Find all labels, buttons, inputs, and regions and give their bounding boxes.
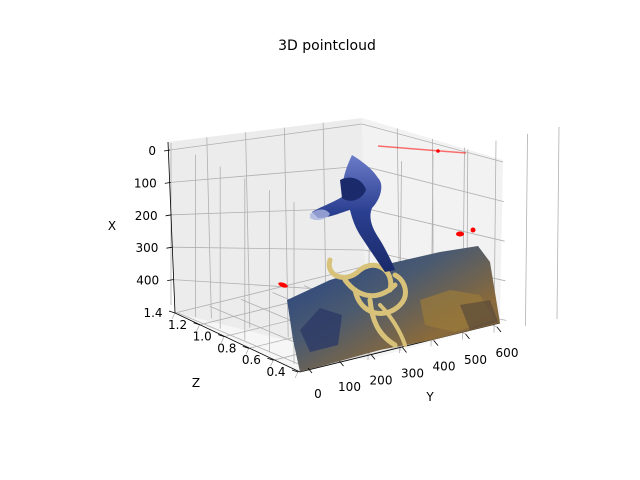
tick-mark	[307, 367, 313, 374]
grid-line	[270, 360, 274, 367]
chart-title: 3D pointcloud	[278, 38, 376, 54]
diver-points	[310, 155, 395, 272]
tick-mark	[164, 182, 171, 184]
y-tick-label: 200	[370, 373, 393, 387]
y-tick-label: 0	[314, 387, 322, 401]
x-tick-label: 400	[136, 274, 159, 288]
grid-line	[220, 336, 225, 343]
grid-line	[177, 312, 309, 369]
x-tick-label: 300	[135, 241, 158, 255]
rope-points	[326, 257, 408, 348]
grid-line	[525, 133, 528, 326]
grid-line	[245, 348, 250, 355]
z-tick-label: 0.8	[217, 341, 236, 355]
y-tick-label: 500	[464, 353, 487, 367]
tick-mark	[166, 246, 173, 249]
grid-line	[171, 312, 176, 320]
grid-line	[294, 371, 299, 379]
tick-mark	[465, 333, 470, 340]
tick-mark	[163, 149, 171, 152]
z-tick-label: 1.0	[193, 330, 212, 344]
z-tick-label: 1.2	[168, 318, 187, 332]
grid-line	[170, 165, 363, 183]
outlier-points	[278, 145, 476, 288]
grid-line	[174, 264, 371, 314]
tick-mark	[291, 369, 299, 373]
x-tick-label: 100	[134, 176, 157, 190]
tick-mark	[242, 346, 249, 349]
z-tick-label: 0.6	[242, 353, 261, 367]
grid-line	[245, 132, 251, 328]
grid-line	[169, 123, 363, 151]
tick-mark	[193, 322, 200, 326]
x-tick-label: 0	[148, 144, 156, 158]
z-axis-ticks: 0.4 0.6 0.8 1.0 1.2 1.4	[143, 306, 299, 379]
x-tick-label: 200	[135, 209, 158, 223]
x-axis-label: X	[108, 219, 116, 233]
grid-line	[196, 324, 200, 331]
tick-mark	[267, 357, 274, 361]
grid-line	[172, 246, 365, 251]
z-tick-label: 1.4	[143, 306, 162, 320]
tick-mark	[402, 347, 407, 353]
grid-line	[363, 207, 505, 242]
y-tick-label: 100	[338, 380, 361, 394]
tick-mark	[339, 360, 344, 367]
grid-line	[206, 137, 212, 319]
tick-mark	[168, 310, 176, 314]
y-axis-ticks: 0 100 200 300 400 500 600	[307, 326, 519, 401]
x-axis-ticks: 0 100 200 300 400	[134, 144, 174, 288]
tick-mark	[218, 334, 225, 337]
y-tick-label: 300	[401, 367, 424, 381]
y-axis-label: Y	[425, 390, 434, 404]
tick-mark	[496, 326, 502, 333]
tick-mark	[167, 279, 174, 281]
grid-line	[362, 165, 504, 202]
z-axis-label: Z	[192, 376, 200, 390]
y-tick-label: 600	[496, 346, 519, 360]
tick-mark	[433, 340, 439, 346]
tick-mark	[370, 354, 376, 360]
grid-line	[556, 126, 560, 320]
z-tick-label: 0.4	[266, 365, 285, 379]
tick-mark	[165, 214, 172, 217]
y-tick-label: 400	[433, 360, 456, 374]
